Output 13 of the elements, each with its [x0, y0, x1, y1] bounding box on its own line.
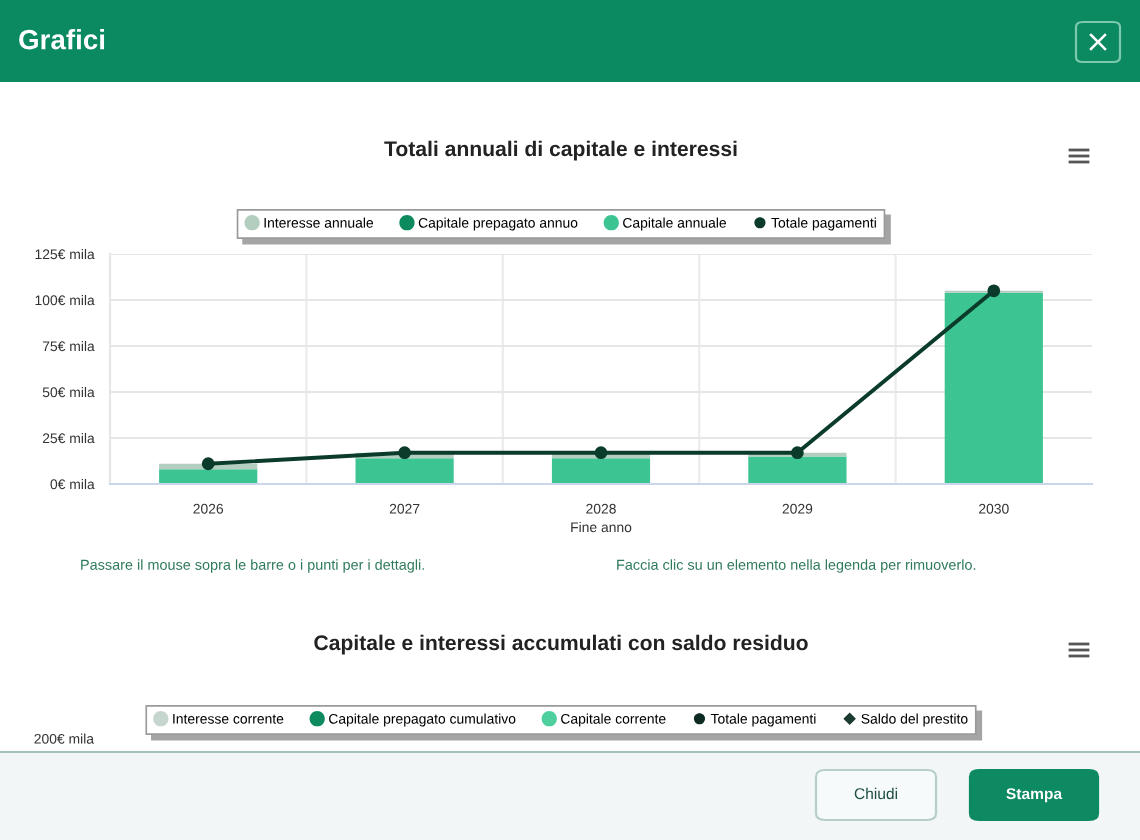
bar	[748, 456, 847, 484]
text: Grafici	[19, 29, 105, 50]
chart-title: Totali annuali di capitale e interessi	[384, 140, 737, 161]
bar	[355, 458, 454, 484]
point	[594, 446, 608, 460]
bar	[944, 292, 1043, 484]
point	[398, 446, 411, 460]
bar	[551, 458, 651, 484]
point	[201, 457, 215, 471]
bar	[159, 469, 258, 484]
point	[987, 284, 1001, 298]
point	[791, 446, 804, 460]
text: Capitale e interessi accumulati con saldo residuo	[314, 634, 808, 655]
